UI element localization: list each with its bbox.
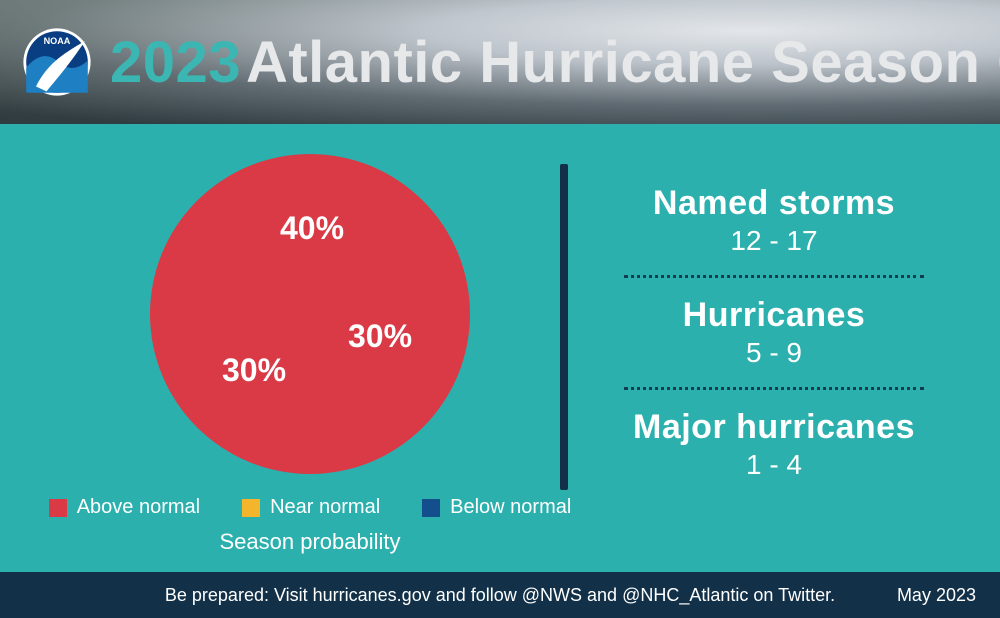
vertical-divider — [560, 164, 568, 490]
legend-swatch-icon — [49, 499, 67, 517]
title-rest: Atlantic Hurricane Season Outlook — [246, 30, 1000, 95]
footer: Be prepared: Visit hurricanes.gov and fo… — [0, 572, 1000, 618]
pie-slice-label-near-normal: 40% — [280, 210, 344, 247]
pie-slice-label-below-normal: 30% — [222, 352, 286, 389]
stat-value: 5 - 9 — [683, 337, 866, 369]
stat-hurricanes: Hurricanes 5 - 9 — [683, 296, 866, 369]
stat-value: 12 - 17 — [653, 225, 895, 257]
stat-title: Major hurricanes — [633, 408, 915, 447]
stat-named-storms: Named storms 12 - 17 — [653, 184, 895, 257]
main-panel: 30% 40% 30% Above normal Near normal Bel… — [0, 124, 1000, 572]
noaa-logo-text: NOAA — [44, 36, 71, 46]
footer-date: May 2023 — [897, 585, 976, 606]
legend-item-near-normal: Near normal — [242, 496, 380, 519]
stat-value: 1 - 4 — [633, 449, 915, 481]
pie-disc — [150, 154, 470, 474]
legend-swatch-icon — [422, 499, 440, 517]
stat-title: Hurricanes — [683, 296, 866, 335]
pie-chart: 30% 40% 30% — [150, 154, 470, 474]
stats-section: Named storms 12 - 17 Hurricanes 5 - 9 Ma… — [588, 154, 960, 560]
infographic-root: NOAA 2023 Atlantic Hurricane Season Outl… — [0, 0, 1000, 618]
dotted-divider — [624, 387, 924, 390]
legend: Above normal Near normal Below normal — [49, 496, 572, 519]
legend-label: Above normal — [77, 496, 200, 519]
footer-text: Be prepared: Visit hurricanes.gov and fo… — [165, 585, 835, 606]
legend-caption: Season probability — [219, 529, 400, 555]
legend-item-below-normal: Below normal — [422, 496, 571, 519]
stat-title: Named storms — [653, 184, 895, 223]
page-title: 2023 Atlantic Hurricane Season Outlook — [110, 29, 1000, 96]
dotted-divider — [624, 275, 924, 278]
noaa-logo-icon: NOAA — [22, 27, 92, 97]
header: NOAA 2023 Atlantic Hurricane Season Outl… — [0, 0, 1000, 124]
legend-swatch-icon — [242, 499, 260, 517]
pie-slice-label-above-normal: 30% — [348, 318, 412, 355]
stat-major-hurricanes: Major hurricanes 1 - 4 — [633, 408, 915, 481]
title-year: 2023 — [110, 30, 241, 95]
legend-label: Below normal — [450, 496, 571, 519]
legend-label: Near normal — [270, 496, 380, 519]
pie-section: 30% 40% 30% Above normal Near normal Bel… — [70, 154, 550, 560]
legend-item-above-normal: Above normal — [49, 496, 200, 519]
